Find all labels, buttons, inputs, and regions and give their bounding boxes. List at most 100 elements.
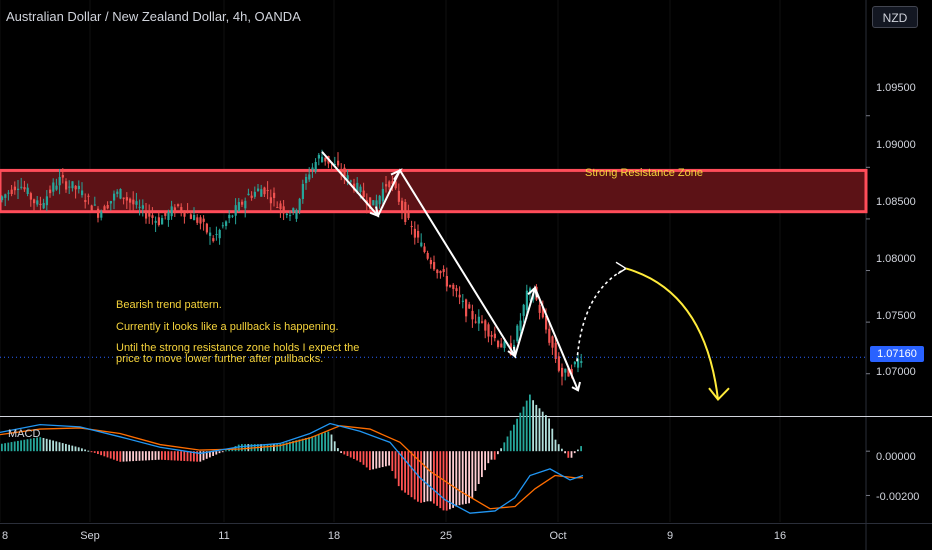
candle-body	[570, 368, 573, 376]
candle-body	[500, 343, 503, 348]
candle-body	[442, 269, 445, 273]
candle-body	[180, 207, 183, 212]
macd-histogram-bar	[573, 451, 576, 454]
candle-body	[109, 200, 112, 204]
macd-histogram-bar	[465, 451, 467, 504]
candle-body	[468, 304, 471, 309]
macd-histogram-bar	[314, 435, 317, 452]
candle-body	[141, 205, 144, 209]
candle-body	[132, 199, 135, 205]
candle-body	[541, 306, 544, 318]
macd-histogram-bar	[468, 451, 470, 504]
candle-body	[551, 336, 554, 348]
candle-body	[439, 271, 442, 274]
candle-body	[484, 320, 487, 331]
candle-body	[177, 204, 180, 206]
candle-body	[170, 206, 173, 217]
macd-histogram-bar	[551, 428, 554, 452]
candle-body	[292, 208, 295, 212]
x-tick-label: 18	[327, 530, 341, 542]
candle-body	[375, 200, 378, 210]
candle-body	[298, 198, 301, 211]
candle-body	[209, 232, 212, 236]
macd-histogram-bar	[375, 451, 378, 469]
candle-body	[119, 189, 122, 199]
zone-label: Strong Resistance Zone	[585, 167, 704, 179]
macd-histogram-bar	[282, 443, 285, 452]
candle-body	[29, 193, 32, 200]
macd-histogram-bar	[298, 439, 301, 452]
macd-histogram-bar	[410, 451, 413, 498]
candle-body	[557, 356, 560, 371]
macd-histogram-bar	[189, 451, 192, 462]
candle-body	[426, 252, 429, 259]
macd-histogram-bar	[436, 451, 438, 506]
arrowhead	[527, 286, 538, 298]
macd-histogram-bar	[39, 437, 42, 452]
macd-histogram-bar	[52, 440, 54, 452]
candle-body	[167, 211, 170, 220]
candle-body	[362, 190, 365, 198]
candle-body	[433, 262, 436, 270]
macd-histogram-bar	[356, 451, 358, 461]
macd-histogram-bar	[241, 444, 243, 452]
candle-body	[45, 196, 48, 206]
arrowhead	[390, 168, 403, 181]
candle-body	[33, 199, 36, 204]
candle-body	[305, 176, 308, 184]
projected-pullback-path	[576, 267, 627, 362]
macd-histogram-bar	[449, 451, 451, 510]
candle-body	[129, 198, 132, 203]
x-tick-label: Oct	[549, 530, 567, 542]
macd-histogram-bar	[413, 451, 416, 500]
arrowhead	[507, 346, 517, 359]
macd-histogram-bar	[381, 451, 384, 468]
macd-histogram-bar	[1, 443, 3, 452]
macd-histogram-bar	[87, 450, 90, 452]
macd-histogram-bar	[145, 451, 147, 461]
macd-histogram-bar	[42, 437, 45, 452]
macd-histogram-bar	[199, 451, 202, 462]
candle-body	[289, 215, 292, 217]
macd-histogram-bar	[109, 451, 112, 459]
macd-histogram-bar	[577, 449, 579, 452]
macd-histogram-bar	[74, 446, 77, 452]
macd-histogram-bar	[317, 434, 320, 452]
currency-button[interactable]: NZD	[872, 6, 918, 28]
candle-body	[276, 207, 279, 209]
candle-body	[391, 181, 394, 184]
candle-body	[161, 218, 164, 225]
x-tick-label: 9	[666, 530, 674, 542]
macd-histogram-bar	[570, 451, 573, 458]
candle-body	[68, 186, 71, 188]
candle-body	[545, 315, 548, 330]
macd-histogram-bar	[311, 436, 314, 452]
candle-body	[567, 368, 570, 377]
macd-histogram-bar	[45, 438, 48, 452]
candle-body	[49, 189, 52, 194]
macd-histogram-bar	[506, 436, 509, 452]
macd-histogram-bar	[545, 415, 547, 452]
candle-body	[474, 321, 477, 323]
macd-histogram-bar	[500, 448, 502, 452]
macd-histogram-bar	[279, 444, 282, 452]
candle-body	[401, 200, 404, 211]
macd-histogram-bar	[228, 448, 230, 452]
candle-body	[413, 228, 416, 238]
macd-histogram-bar	[471, 451, 474, 498]
candle-body	[36, 200, 39, 205]
macd-histogram-bar	[17, 440, 19, 452]
candle-body	[458, 294, 461, 298]
candle-body	[372, 200, 375, 206]
candle-body	[173, 207, 176, 214]
macd-histogram-bar	[372, 451, 374, 470]
candle-body	[481, 321, 484, 323]
candle-body	[381, 188, 384, 202]
macd-histogram-bar	[557, 444, 560, 452]
candle-body	[193, 214, 196, 221]
macd-histogram-bar	[4, 443, 6, 452]
candle-body	[397, 190, 400, 202]
candle-body	[269, 197, 272, 204]
candle-body	[183, 210, 186, 217]
